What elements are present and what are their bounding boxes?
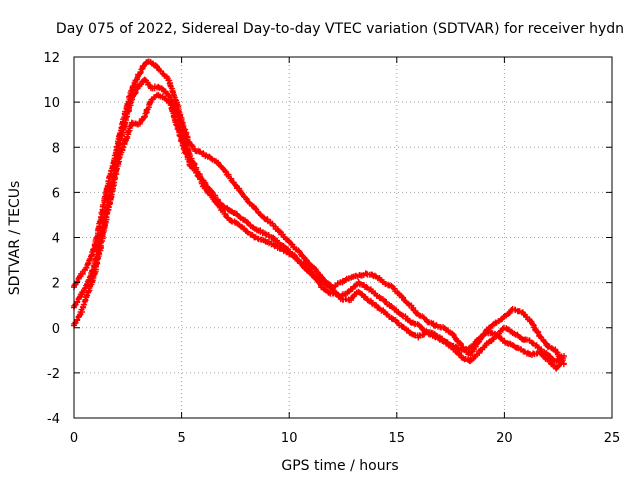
data-point-markers bbox=[493, 325, 506, 340]
data-point-markers bbox=[234, 220, 248, 233]
series-track-C bbox=[71, 91, 567, 365]
data-point-markers bbox=[423, 329, 438, 337]
y-tick-label: 6 bbox=[52, 186, 60, 201]
data-point-markers bbox=[303, 264, 317, 279]
data-point-markers bbox=[440, 338, 455, 351]
data-point-markers bbox=[155, 83, 167, 93]
data-point-markers bbox=[217, 204, 232, 221]
data-point-markers bbox=[269, 220, 283, 235]
data-point-markers bbox=[492, 314, 507, 326]
data-point-markers bbox=[509, 306, 523, 315]
gridlines bbox=[74, 57, 612, 418]
data-point-markers bbox=[116, 138, 128, 162]
data-point-markers bbox=[161, 88, 173, 100]
data-point-markers bbox=[501, 307, 515, 319]
x-tick-label: 15 bbox=[389, 431, 406, 446]
data-point-markers bbox=[103, 186, 116, 223]
x-tick-label: 5 bbox=[177, 431, 185, 446]
data-point-markers bbox=[165, 77, 178, 99]
data-point-markers bbox=[450, 345, 464, 359]
y-tick-label: 10 bbox=[43, 96, 60, 111]
data-point-markers bbox=[483, 334, 498, 347]
data-point-markers bbox=[161, 95, 173, 106]
x-axis-label: GPS time / hours bbox=[281, 458, 398, 474]
y-tick-label: 0 bbox=[52, 322, 60, 337]
y-tick-label: -4 bbox=[47, 412, 60, 427]
data-point-markers bbox=[414, 310, 430, 323]
data-point-markers bbox=[77, 282, 90, 300]
data-point-markers bbox=[398, 311, 411, 324]
data-point-markers bbox=[142, 98, 154, 120]
data-point-markers bbox=[243, 195, 257, 210]
data-point-markers bbox=[329, 286, 343, 301]
data-point-markers bbox=[180, 144, 193, 168]
data-point-markers bbox=[303, 257, 317, 271]
data-point-markers bbox=[389, 304, 403, 317]
data-point-markers bbox=[501, 324, 515, 335]
series-track-A bbox=[71, 58, 567, 368]
x-tick-label: 20 bbox=[496, 431, 513, 446]
data-point-markers bbox=[193, 169, 205, 187]
data-point-markers bbox=[90, 250, 103, 281]
y-tick-label: 4 bbox=[52, 232, 60, 247]
data-point-markers bbox=[466, 337, 481, 351]
data-point-markers bbox=[509, 330, 524, 341]
data-point-markers bbox=[355, 288, 369, 301]
data-point-markers bbox=[312, 273, 326, 285]
data-point-markers bbox=[77, 294, 90, 318]
data-point-markers bbox=[260, 214, 274, 226]
data-point-markers bbox=[535, 344, 550, 357]
axis-ticks: 0 5 10 15 20 25 -4 -2 0 2 4 6 8 10 12 bbox=[43, 51, 620, 446]
data-point-markers bbox=[96, 218, 109, 254]
data-point-markers bbox=[380, 279, 395, 289]
data-point-markers bbox=[129, 73, 141, 92]
data-point-markers bbox=[135, 62, 148, 78]
data-point-markers bbox=[116, 119, 129, 151]
data-point-markers bbox=[398, 323, 412, 334]
data-point-markers bbox=[286, 238, 300, 253]
chart-title: Day 075 of 2022, Sidereal Day-to-day VTE… bbox=[56, 21, 624, 37]
data-point-markers bbox=[466, 351, 480, 365]
data-point-markers bbox=[252, 205, 266, 220]
data-point-markers bbox=[294, 257, 309, 269]
data-point-markers bbox=[295, 247, 309, 263]
data-point-markers bbox=[320, 279, 335, 291]
data-points bbox=[71, 58, 567, 372]
y-tick-label: 12 bbox=[43, 51, 60, 66]
y-tick-label: 8 bbox=[52, 141, 60, 156]
data-point-markers bbox=[152, 62, 164, 75]
x-tick-label: 25 bbox=[604, 431, 621, 446]
data-point-markers bbox=[174, 124, 186, 149]
data-point-markers bbox=[381, 297, 395, 309]
data-point-markers bbox=[234, 185, 248, 201]
data-point-markers bbox=[432, 322, 446, 331]
data-point-markers bbox=[83, 277, 96, 300]
data-point-markers bbox=[389, 284, 403, 298]
data-point-markers bbox=[83, 249, 96, 271]
y-tick-label: -2 bbox=[47, 367, 60, 382]
data-point-markers bbox=[372, 290, 386, 303]
data-point-markers bbox=[243, 218, 257, 231]
data-point-markers bbox=[167, 102, 180, 129]
data-point-markers bbox=[234, 211, 249, 224]
data-point-markers bbox=[536, 331, 550, 349]
data-point-markers bbox=[388, 315, 403, 329]
data-point-markers bbox=[122, 96, 136, 123]
data-point-markers bbox=[553, 353, 567, 365]
data-point-markers bbox=[208, 155, 222, 168]
y-tick-label: 2 bbox=[52, 277, 60, 292]
x-tick-label: 10 bbox=[281, 431, 298, 446]
data-point-markers bbox=[199, 183, 215, 199]
data-point-markers bbox=[527, 318, 542, 336]
data-point-markers bbox=[277, 245, 291, 256]
data-point-markers bbox=[268, 234, 282, 246]
data-point-markers bbox=[110, 156, 122, 192]
data-point-markers bbox=[226, 216, 240, 226]
y-axis-label: SDTVAR / TECUs bbox=[7, 181, 23, 296]
data-point-markers bbox=[286, 250, 300, 262]
x-tick-label: 0 bbox=[70, 431, 78, 446]
data-point-markers bbox=[155, 91, 166, 101]
